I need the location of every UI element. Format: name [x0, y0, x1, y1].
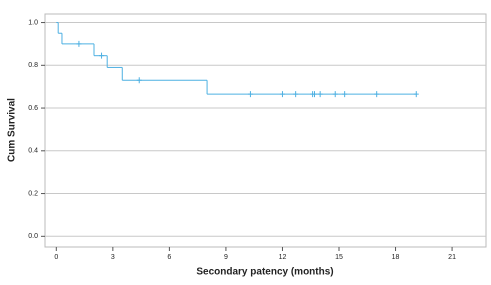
x-axis-title: Secondary patency (months) [196, 267, 333, 278]
x-tick-label: 12 [279, 254, 287, 261]
censor-mark [413, 91, 419, 98]
y-axis-title: Cum Survival [7, 98, 18, 162]
y-tick-label: 0.2 [28, 190, 38, 197]
y-tick-label: 0.6 [28, 105, 38, 112]
censor-mark [293, 91, 299, 98]
censor-mark [317, 91, 323, 98]
censor-mark [374, 91, 380, 98]
y-tick-label: 0.4 [28, 148, 38, 155]
censor-mark [279, 91, 285, 98]
censor-mark [136, 77, 142, 84]
x-tick-label: 18 [392, 254, 400, 261]
y-tick-label: 0.8 [28, 62, 38, 69]
x-tick-label: 9 [224, 254, 228, 261]
censor-mark [247, 91, 253, 98]
censor-mark [76, 40, 82, 47]
x-tick-label: 0 [54, 254, 58, 261]
x-tick-label: 21 [448, 254, 456, 261]
censor-mark [99, 52, 105, 59]
censor-mark [332, 91, 338, 98]
censor-mark [312, 91, 317, 98]
x-tick-label: 15 [335, 254, 343, 261]
censor-mark [342, 91, 348, 98]
y-tick-label: 1.0 [28, 19, 38, 26]
x-tick-label: 6 [167, 254, 171, 261]
plot-frame [44, 13, 487, 248]
x-tick-label: 3 [111, 254, 115, 261]
y-tick-label: 0.0 [28, 233, 38, 240]
